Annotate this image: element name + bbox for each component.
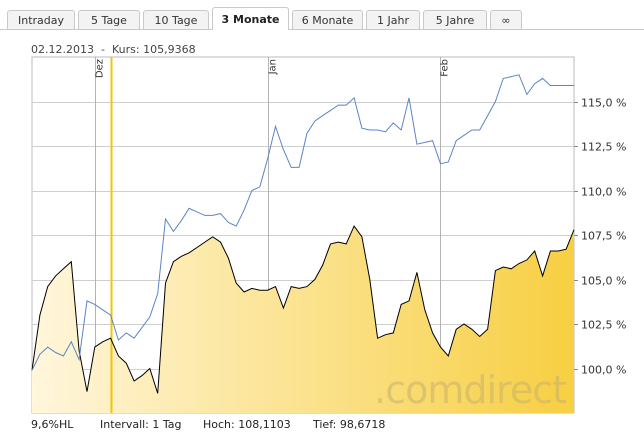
x-tick-label: Dez [95, 59, 106, 78]
quote-kurs-label: Kurs: [111, 43, 140, 56]
tab-intraday[interactable]: Intraday [7, 10, 75, 29]
footer-intervall: Intervall: 1 Tag [100, 418, 182, 431]
footer-tief: Tief: 98,6718 [313, 418, 386, 431]
x-tick-label: Jan [268, 59, 279, 75]
x-tick-label: Feb [440, 59, 451, 77]
y-tick-label: 112,5 % [581, 141, 626, 154]
tab-10-tage[interactable]: 10 Tage [143, 10, 209, 29]
tab-1-jahr[interactable]: 1 Jahr [366, 10, 420, 29]
comdirect-watermark-logo: .comdirect [374, 368, 566, 412]
footer-hoch: Hoch: 108,1103 [203, 418, 291, 431]
tab-5-tage[interactable]: 5 Tage [78, 10, 140, 29]
y-tick-label: 110,0 % [581, 186, 626, 199]
quote-date: 02.12.2013 [31, 43, 94, 56]
y-tick-label: 105,0 % [581, 275, 626, 288]
price-area-fill [32, 226, 574, 413]
y-tick-label: 100,0 % [581, 364, 626, 377]
quote-kurs-value: 105,9368 [143, 43, 196, 56]
tab-divider [0, 29, 644, 30]
tab-6-monate[interactable]: 6 Monate [292, 10, 363, 29]
footer-hl: 9,6%HL [31, 418, 74, 431]
tab-3-monate[interactable]: 3 Monate [212, 7, 289, 30]
tab-max[interactable]: ∞ [490, 10, 522, 29]
y-tick-label: 115,0 % [581, 97, 626, 110]
y-tick-label: 102,5 % [581, 319, 626, 332]
price-line [31, 225, 575, 394]
quote-separator: - [100, 43, 105, 56]
tab-5-jahre[interactable]: 5 Jahre [423, 10, 487, 29]
comparison-line [31, 74, 574, 371]
quote-info: 02.12.2013 - Kurs: 105,9368 [31, 43, 196, 56]
timeframe-tabs: Intraday 5 Tage 10 Tage 3 Monate 6 Monat… [0, 0, 644, 30]
y-tick-label: 107,5 % [581, 230, 626, 243]
